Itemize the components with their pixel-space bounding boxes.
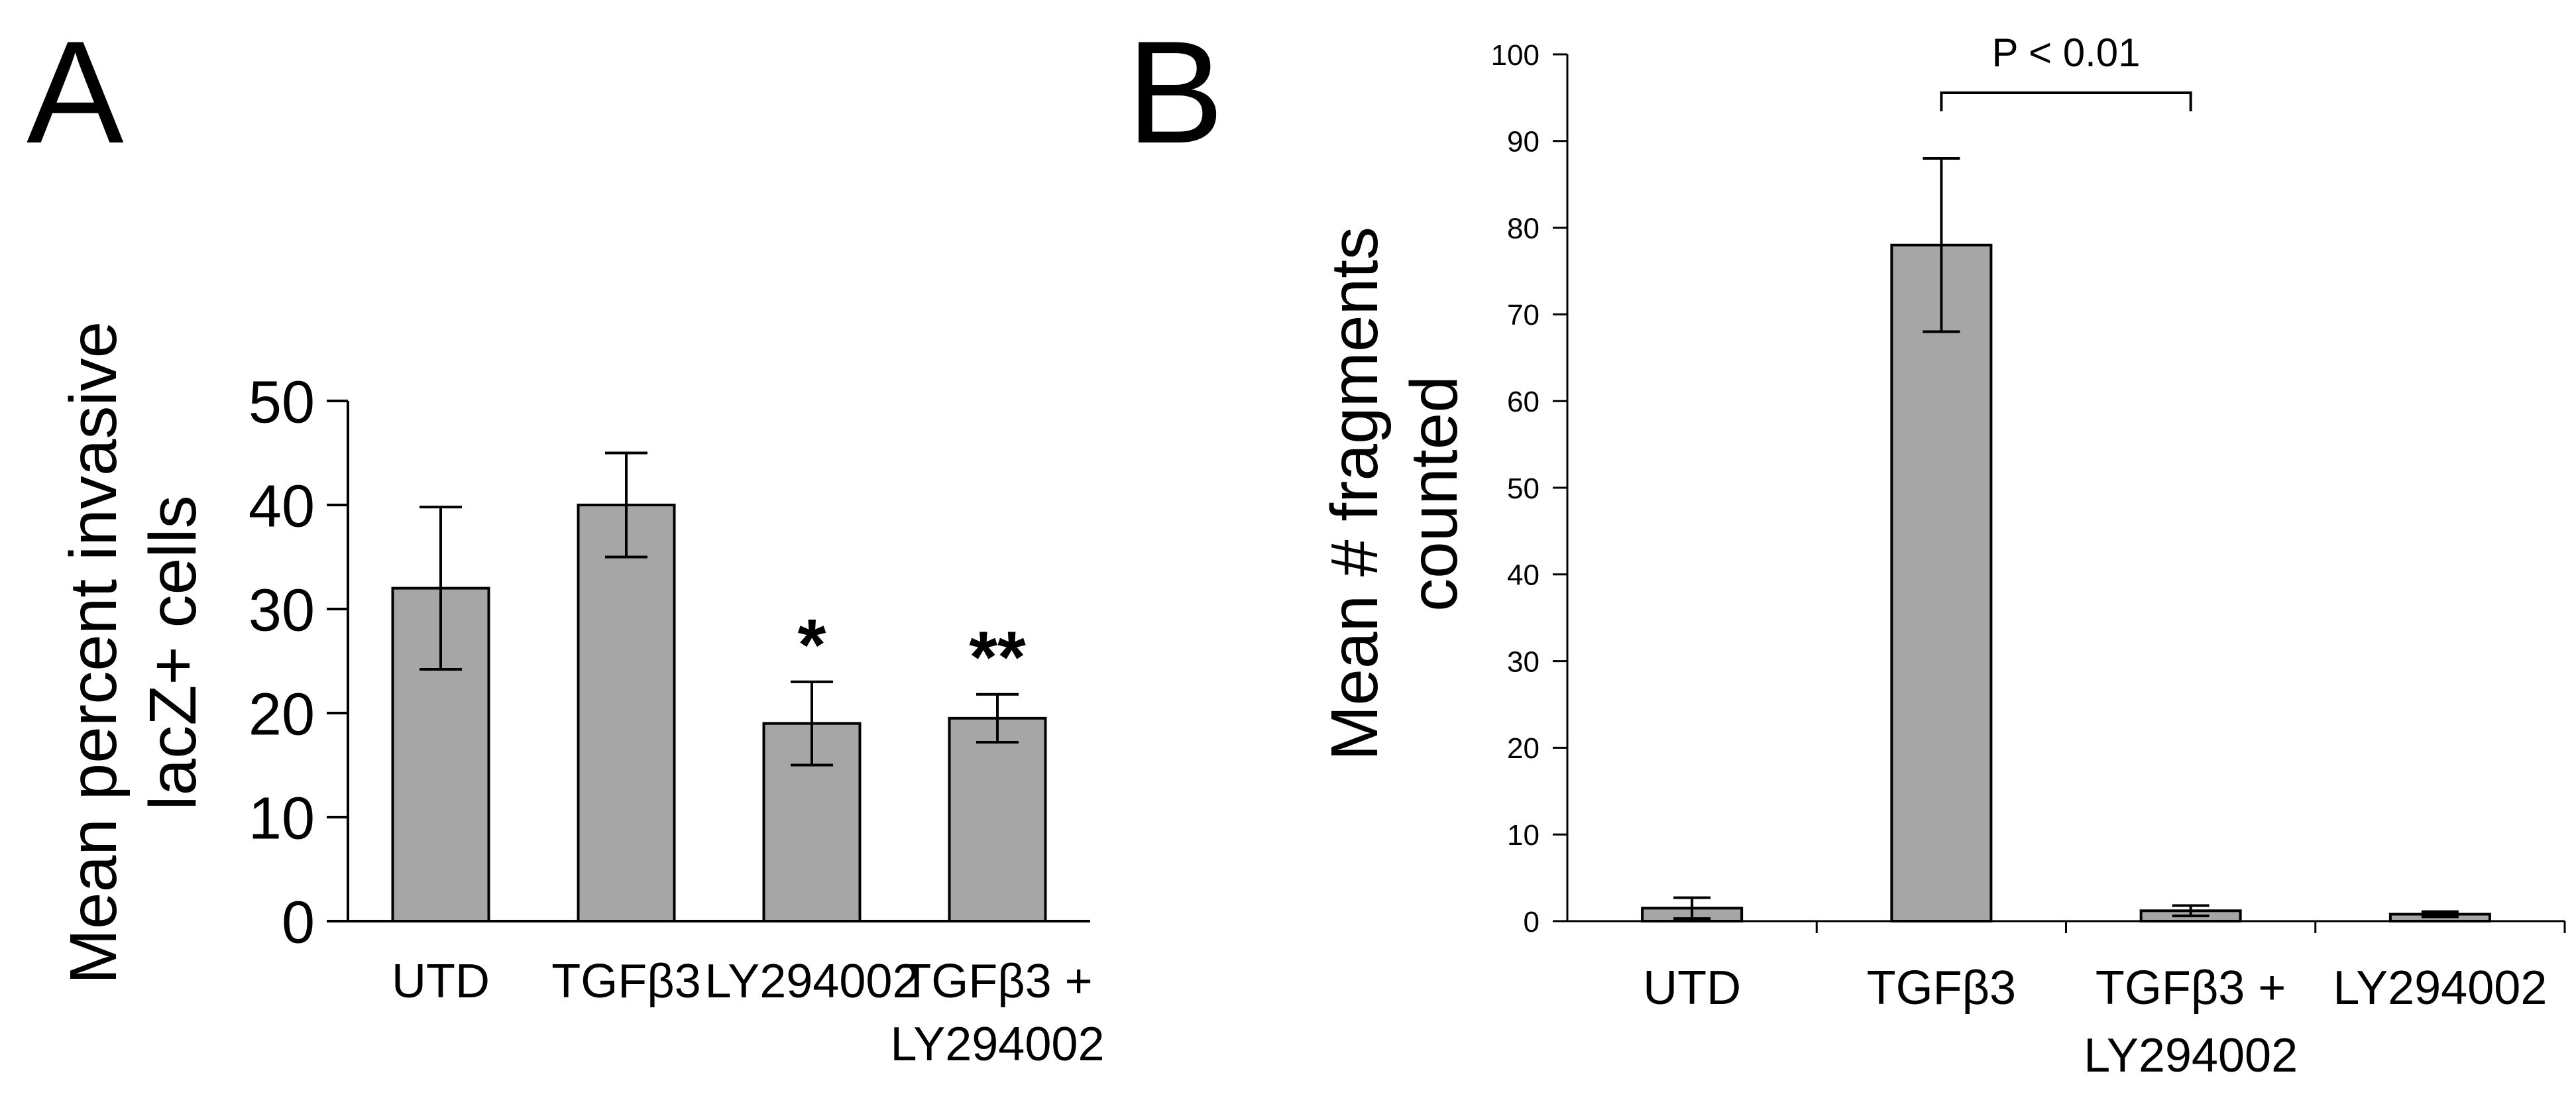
panel-a-x-tick-label-2-0: LY294002 bbox=[705, 955, 919, 1008]
panel-b-error-bars bbox=[1673, 156, 2459, 920]
panel-b-x-tick-label-2-0: TGFβ3 + bbox=[2096, 962, 2286, 1015]
panel-b-y-ticks: 0 10 20 30 40 50 60 70 80 90 100 bbox=[1491, 39, 1567, 938]
panel-a-significance-markers: * ** bbox=[798, 604, 1026, 698]
panel-a-bar-3 bbox=[948, 716, 1047, 922]
panel-a-x-tick-label-3-0: TGFβ3 + bbox=[902, 955, 1092, 1008]
panel-a-y-tick-label-4: 40 bbox=[249, 473, 315, 539]
panel-b-y-tick-label-5: 50 bbox=[1507, 473, 1540, 505]
panel-a-x-tick-label-1-0: TGFβ3 bbox=[551, 955, 700, 1008]
panel-b-x-tick-label-2-1: LY294002 bbox=[2084, 1029, 2298, 1082]
panel-b-y-tick-label-9: 90 bbox=[1507, 126, 1540, 158]
panel-a-y-tick-label-0: 0 bbox=[282, 889, 315, 956]
panel-a-significance-marker-2: * bbox=[798, 604, 826, 686]
panel-b-y-axis-title: Mean # fragments counted bbox=[1317, 227, 1471, 761]
panel-a-chart: A Mean percent invasive lacZ+ cells 0 10 2… bbox=[27, 11, 1104, 1071]
panel-b-x-tick-label-3-0: LY294002 bbox=[2333, 962, 2547, 1015]
panel-a-x-tick-label-0-0: UTD bbox=[392, 955, 490, 1008]
panel-b-bar-1 bbox=[1890, 243, 1993, 922]
panel-a-y-ticks: 0 10 20 30 40 50 bbox=[249, 369, 348, 956]
panel-a-bar-1 bbox=[577, 504, 676, 922]
panel-a-y-axis-title-line-2: lacZ+ cells bbox=[136, 495, 210, 810]
panel-b-label: B bbox=[1127, 11, 1224, 174]
panel-b-significance-label: P < 0.01 bbox=[1991, 30, 2140, 75]
panel-b-chart: B Mean # fragments counted 0 10 20 30 40 50 60… bbox=[1127, 11, 2566, 1082]
panel-b-x-tick-labels: UTD TGFβ3 TGFβ3 + LY294002 LY294002 bbox=[1643, 962, 2547, 1082]
panel-b-y-tick-label-7: 70 bbox=[1507, 299, 1540, 331]
panel-b-y-axis-title-line-1: Mean # fragments bbox=[1317, 227, 1392, 761]
panel-b-y-tick-label-3: 30 bbox=[1507, 645, 1540, 678]
panel-b-y-axis-title-line-2: counted bbox=[1397, 376, 1471, 612]
panel-a-y-axis-title-line-1: Mean percent invasive bbox=[56, 321, 131, 985]
panel-b-x-tick-label-1-0: TGFβ3 bbox=[1867, 962, 2016, 1015]
panel-b-x-tick-label-0-0: UTD bbox=[1643, 962, 1741, 1015]
panel-b-significance-bracket-line bbox=[1940, 91, 2192, 111]
panel-b-y-tick-label-1: 10 bbox=[1507, 819, 1540, 852]
panel-b-y-tick-label-0: 0 bbox=[1524, 906, 1540, 938]
panel-a-error-bars bbox=[420, 451, 1019, 767]
panel-a-y-tick-label-3: 30 bbox=[249, 577, 315, 643]
panel-a-y-tick-label-2: 20 bbox=[249, 681, 315, 748]
panel-a-y-tick-label-5: 50 bbox=[249, 369, 315, 435]
panel-a-significance-marker-3: ** bbox=[969, 617, 1026, 698]
panel-b-y-tick-label-2: 20 bbox=[1507, 732, 1540, 765]
panel-b-y-tick-label-6: 60 bbox=[1507, 386, 1540, 418]
panel-a-x-tick-label-3-1: LY294002 bbox=[891, 1018, 1105, 1071]
panel-a-label: A bbox=[27, 11, 124, 174]
panel-b-y-tick-label-10: 100 bbox=[1491, 39, 1540, 72]
panel-a-y-axis-title: Mean percent invasive lacZ+ cells bbox=[56, 321, 210, 985]
panel-b-x-ticks bbox=[1815, 921, 2566, 933]
panel-a-y-tick-label-1: 10 bbox=[249, 785, 315, 852]
panel-b-y-tick-label-8: 80 bbox=[1507, 212, 1540, 245]
panel-a-bars bbox=[391, 504, 1047, 922]
panel-b-bars bbox=[1641, 243, 2491, 923]
panel-b-significance-bracket: P < 0.01 bbox=[1940, 30, 2192, 111]
panel-b-y-tick-label-4: 40 bbox=[1507, 559, 1540, 592]
